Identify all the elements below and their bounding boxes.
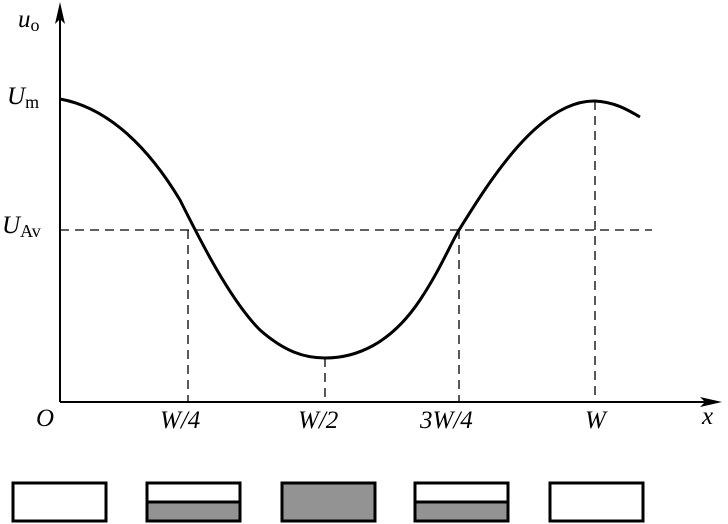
state-indicators xyxy=(11,481,645,523)
state-fill xyxy=(282,483,375,521)
output-curve xyxy=(59,97,641,360)
x-axis-arrow xyxy=(700,397,722,407)
state-box xyxy=(413,481,510,523)
y-tick-uav: UAv xyxy=(2,212,41,241)
x-tick-3w4: 3W/4 xyxy=(420,407,473,434)
origin-label: O xyxy=(36,405,55,432)
state-box xyxy=(280,481,377,523)
state-fill xyxy=(147,502,240,521)
y-axis-label: uo xyxy=(18,6,40,35)
state-box xyxy=(11,481,108,523)
state-fill xyxy=(415,502,508,521)
x-tick-w2: W/2 xyxy=(298,407,339,434)
x-tick-w4: W/4 xyxy=(160,407,201,434)
state-box xyxy=(548,481,645,523)
x-axis-label: x xyxy=(702,403,714,430)
y-axis-arrow xyxy=(55,2,65,24)
y-tick-um: Um xyxy=(7,83,40,112)
state-box xyxy=(145,481,242,523)
x-tick-w: W xyxy=(585,407,606,434)
